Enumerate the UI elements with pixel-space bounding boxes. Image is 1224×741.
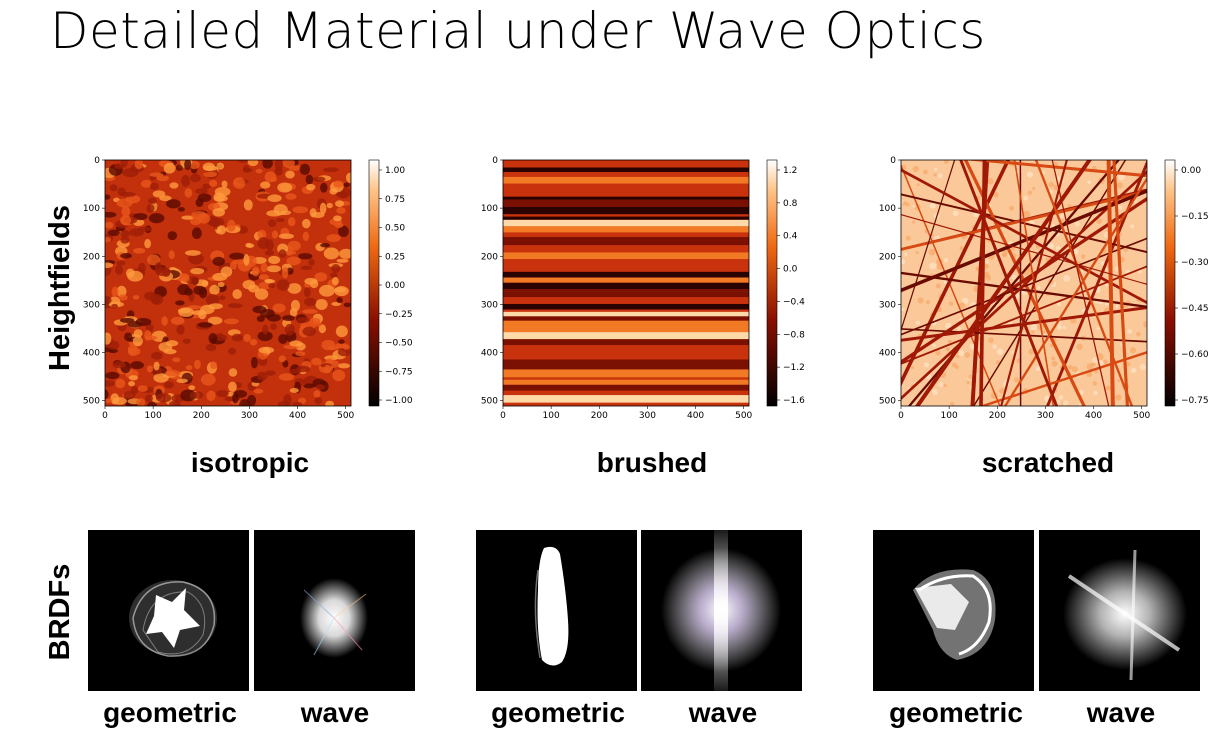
colorbar-tick-label: 0.0 [783, 265, 798, 275]
colorbar-tick-label: 0.50 [385, 224, 405, 234]
x-tick-label: 500 [337, 411, 354, 421]
label-geometric-1: geometric [103, 697, 237, 728]
x-tick-label: 400 [289, 411, 306, 421]
x-tick-label: 0 [898, 411, 904, 421]
x-tick-label: 500 [1133, 411, 1150, 421]
row-label-brdfs: BRDFs [44, 563, 76, 661]
x-tick-label: 100 [145, 411, 162, 421]
colorbar-tick-label: −1.2 [783, 363, 805, 373]
heightfield-isotropic: 0 100 200 300 400 500 0 100 200 300 400 500 1.00 0.75… [80, 150, 420, 430]
colorbar [766, 159, 778, 407]
slide-title: Detailed Material under Wave Optics [50, 2, 986, 60]
colorbar [1164, 159, 1176, 407]
y-tick-label: 100 [481, 204, 498, 214]
x-tick-label: 200 [989, 411, 1006, 421]
brdf-isotropic-geometric [88, 530, 249, 691]
colorbar-tick-label: −0.75 [1181, 396, 1209, 406]
row-label-heightfields: Heightfields [44, 205, 76, 371]
y-tick-label: 400 [879, 349, 896, 359]
label-geometric-2: geometric [491, 697, 625, 728]
y-tick-label: 300 [879, 300, 896, 310]
heightfield-image [105, 160, 351, 406]
colorbar-tick-label: 0.00 [385, 281, 405, 291]
label-wave-1: wave [300, 697, 370, 728]
heightfield-scratched: 0 100 200 300 400 500 0 100 200 300 400 500 0.00 −0.1… [876, 150, 1216, 430]
colorbar-tick-label: 0.00 [1181, 166, 1201, 176]
x-tick-label: 300 [1037, 411, 1054, 421]
colorbar-tick-label: −0.4 [783, 297, 805, 307]
y-tick-label: 400 [481, 349, 498, 359]
x-tick-label: 400 [1085, 411, 1102, 421]
heightfield-image [503, 160, 749, 406]
x-tick-label: 0 [500, 411, 506, 421]
colorbar-tick-label: −0.30 [1181, 258, 1209, 268]
x-tick-label: 400 [687, 411, 704, 421]
heightfield-brushed: 0 100 200 300 400 500 0 100 200 300 400 500 1.2 0.8 0.… [478, 150, 818, 430]
colorbar-tick-label: 0.25 [385, 252, 405, 262]
colorbar-tick-label: 1.2 [783, 166, 797, 176]
colorbar-tick-label: −0.25 [385, 310, 413, 320]
y-tick-label: 500 [481, 397, 498, 407]
brdf-isotropic-wave [254, 530, 415, 691]
colorbar-tick-label: −0.15 [1181, 212, 1209, 222]
x-tick-label: 0 [102, 411, 108, 421]
x-tick-label: 100 [941, 411, 958, 421]
heightfield-plot: 0 100 200 300 400 50001002003004005001.20.80.… [481, 156, 805, 421]
x-tick-label: 200 [193, 411, 210, 421]
label-geometric-3: geometric [889, 697, 1023, 728]
x-tick-label: 300 [639, 411, 656, 421]
y-tick-label: 200 [481, 252, 498, 262]
brdf-scratched-wave [1039, 530, 1200, 691]
label-wave-3: wave [1086, 697, 1156, 728]
colorbar-tick-label: 0.4 [783, 232, 798, 242]
y-tick-label: 0 [890, 156, 896, 166]
y-tick-label: 300 [481, 300, 498, 310]
colorbar-tick-label: −0.60 [1181, 350, 1209, 360]
colorbar-tick-label: −0.45 [1181, 304, 1209, 314]
caption-isotropic: isotropic [190, 447, 310, 478]
brdf-brushed-wave [641, 530, 802, 691]
caption-brushed: brushed [596, 447, 708, 478]
heightfield-plot: 0 100 200 300 400 50001002003004005001.000.75… [83, 156, 413, 421]
colorbar [368, 159, 380, 407]
y-tick-label: 400 [83, 349, 100, 359]
brdf-brushed-geometric [476, 530, 637, 691]
heightfield-image [901, 160, 1147, 406]
y-tick-label: 0 [94, 156, 100, 166]
colorbar-tick-label: −0.75 [385, 367, 413, 377]
colorbar-tick-label: −0.50 [385, 339, 413, 349]
y-tick-label: 0 [492, 156, 498, 166]
y-tick-label: 200 [83, 252, 100, 262]
x-tick-label: 100 [543, 411, 560, 421]
y-tick-label: 100 [879, 204, 896, 214]
y-tick-label: 500 [879, 397, 896, 407]
colorbar-tick-label: 0.75 [385, 195, 405, 205]
colorbar-tick-label: −1.6 [783, 396, 805, 406]
colorbar-tick-label: −0.8 [783, 330, 805, 340]
x-tick-label: 300 [241, 411, 258, 421]
caption-scratched: scratched [981, 447, 1115, 478]
y-tick-label: 100 [83, 204, 100, 214]
label-wave-2: wave [688, 697, 758, 728]
colorbar-tick-label: 0.8 [783, 199, 798, 209]
colorbar-tick-label: −1.00 [385, 396, 413, 406]
x-tick-label: 500 [735, 411, 752, 421]
y-tick-label: 500 [83, 397, 100, 407]
heightfield-plot: 0 100 200 300 400 50001002003004005000.00−0.1… [879, 156, 1209, 421]
x-tick-label: 200 [591, 411, 608, 421]
y-tick-label: 300 [83, 300, 100, 310]
brdf-scratched-geometric [873, 530, 1034, 691]
colorbar-tick-label: 1.00 [385, 166, 405, 176]
y-tick-label: 200 [879, 252, 896, 262]
